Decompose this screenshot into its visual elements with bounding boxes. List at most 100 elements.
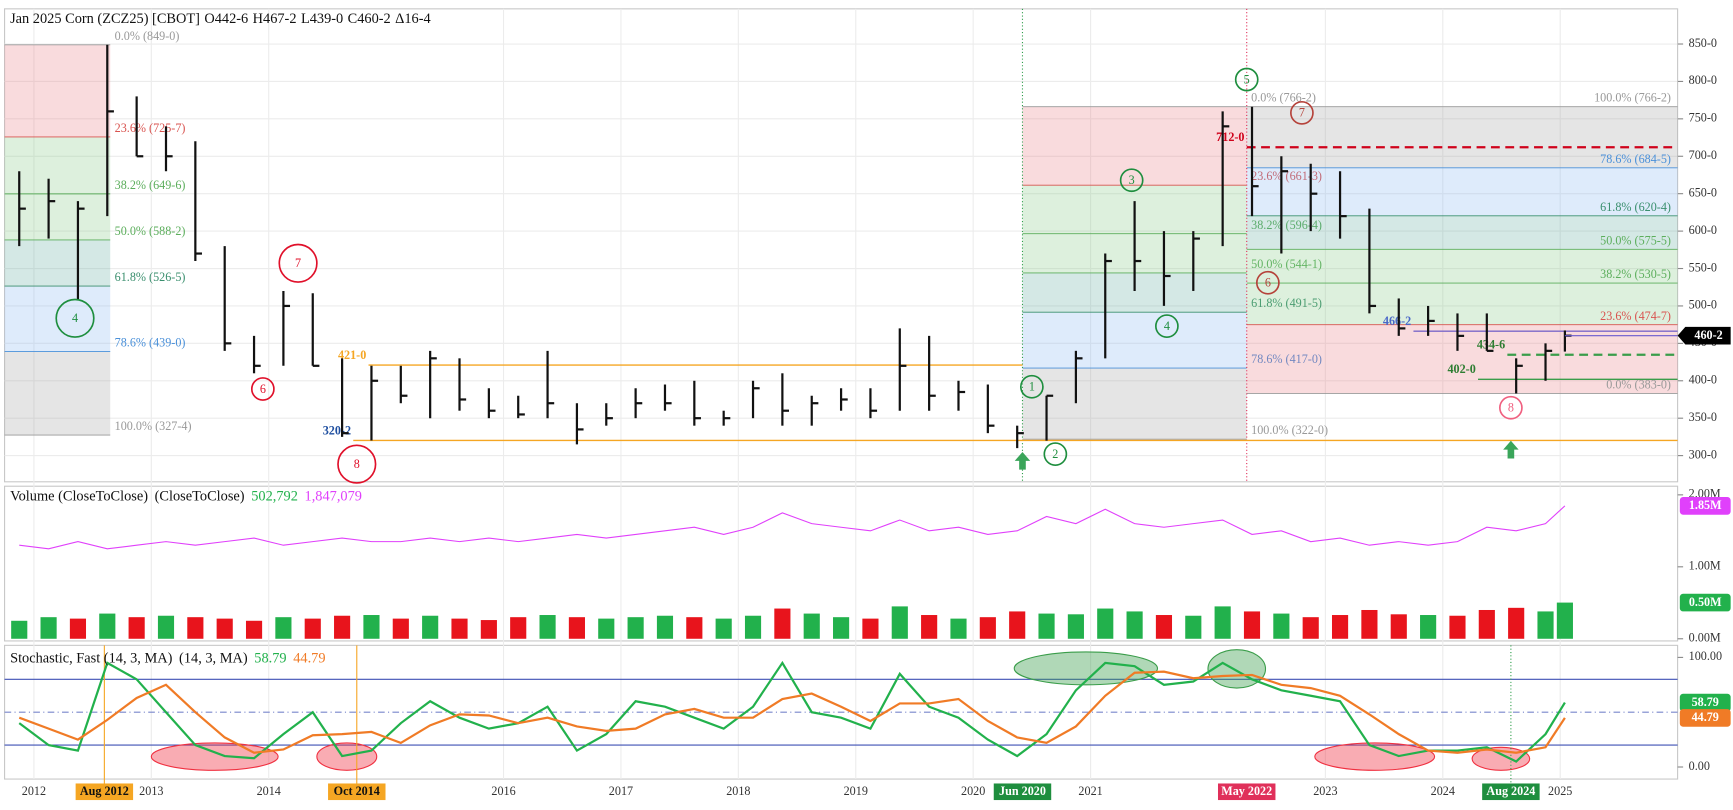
fib-label: 78.6% (684-5) bbox=[1600, 152, 1671, 166]
fib-label: 38.2% (530-5) bbox=[1600, 267, 1671, 281]
volume-bar bbox=[950, 618, 967, 639]
date-badge bbox=[75, 783, 134, 801]
date-label: Aug 2012 bbox=[80, 784, 129, 798]
date-label: Jun 2020 bbox=[999, 784, 1046, 798]
volume-bar bbox=[128, 617, 145, 639]
fib-label: 78.6% (439-0) bbox=[115, 336, 186, 350]
value-badge bbox=[1679, 693, 1731, 712]
x-tick-label: 2023 bbox=[1313, 784, 1337, 798]
panel-subtitle: (14, 3, MA) bbox=[179, 651, 248, 667]
fib-label: 61.8% (526-5) bbox=[115, 270, 186, 284]
fib-zone bbox=[1022, 106, 1247, 186]
panel-title-text: Stochastic, Fast (14, 3, MA) bbox=[10, 651, 173, 667]
level-label: 712-0 bbox=[1216, 130, 1244, 144]
wave-marker bbox=[1234, 67, 1259, 92]
fib-label: 100.0% (327-4) bbox=[115, 419, 192, 433]
value-badge-label: 1.85M bbox=[1689, 498, 1722, 512]
x-tick-label: 2025 bbox=[1548, 784, 1572, 798]
volume-bar bbox=[1155, 615, 1173, 639]
fib-zone bbox=[1246, 215, 1678, 250]
fib-label: 23.6% (725-7) bbox=[115, 121, 186, 135]
x-tick-label: 2014 bbox=[257, 784, 281, 798]
date-badge bbox=[993, 783, 1052, 801]
volume-bar bbox=[627, 617, 644, 639]
x-tick-label: 2013 bbox=[139, 784, 163, 798]
signal-arrow bbox=[1014, 452, 1031, 470]
wave-label: 6 bbox=[1265, 276, 1271, 290]
x-tick-label: 2012 bbox=[22, 784, 46, 798]
volume-bar bbox=[1556, 602, 1573, 639]
volume-bar bbox=[979, 617, 996, 639]
fib-label: 23.6% (661-3) bbox=[1251, 169, 1322, 183]
y-tick-label: 100.00 bbox=[1689, 649, 1722, 663]
fib-zone bbox=[1022, 312, 1247, 369]
fib-label: 50.0% (575-5) bbox=[1600, 233, 1671, 247]
highlight bbox=[316, 742, 378, 771]
x-tick-label: 2019 bbox=[844, 784, 868, 798]
x-tick-label: 2020 bbox=[961, 784, 985, 798]
legend-value: 502,792 bbox=[251, 489, 298, 505]
open-interest-line bbox=[19, 505, 1566, 550]
y-tick-label: 300-0 bbox=[1689, 447, 1717, 461]
fib-label: 50.0% (588-2) bbox=[115, 224, 186, 238]
fib-label: 61.8% (620-4) bbox=[1600, 200, 1671, 214]
ohlc-value: L439-0 bbox=[301, 11, 343, 27]
volume-bar bbox=[744, 615, 762, 639]
fib-label: 0.0% (383-0) bbox=[1606, 378, 1671, 392]
fib-zone bbox=[1246, 167, 1678, 216]
ohlc-value: O442-6 bbox=[204, 11, 248, 27]
level-label: 402-0 bbox=[1447, 362, 1475, 376]
wave-label: 8 bbox=[1508, 401, 1514, 415]
volume-bar bbox=[157, 615, 175, 639]
volume-bar bbox=[1361, 609, 1378, 639]
y-tick-label: 1.00M bbox=[1689, 559, 1721, 573]
volume-bar bbox=[245, 620, 263, 639]
date-label: May 2022 bbox=[1221, 784, 1272, 798]
y-tick-label: 700-0 bbox=[1689, 148, 1717, 162]
date-label: Oct 2014 bbox=[334, 784, 380, 798]
volume-bar bbox=[392, 618, 409, 639]
volume-bar bbox=[1537, 611, 1554, 639]
volume-bar bbox=[40, 617, 57, 639]
fib-zone bbox=[4, 351, 111, 436]
fib-zone bbox=[4, 44, 111, 137]
fib-zone bbox=[4, 136, 111, 194]
volume-bar bbox=[1390, 614, 1407, 639]
volume-bar bbox=[1185, 615, 1202, 639]
wave-marker bbox=[1499, 395, 1523, 420]
volume-bar bbox=[1126, 611, 1143, 639]
volume-bar bbox=[921, 615, 938, 639]
x-tick-label: 2017 bbox=[609, 784, 633, 798]
wave-label: 5 bbox=[1244, 72, 1250, 86]
highlight bbox=[1207, 649, 1267, 689]
volume-bar bbox=[1243, 611, 1261, 639]
wave-marker bbox=[1119, 168, 1144, 193]
highlight bbox=[150, 742, 279, 771]
signal-arrow bbox=[1503, 440, 1519, 459]
fib-zone bbox=[4, 239, 111, 287]
volume-bar bbox=[99, 613, 116, 639]
value-badge bbox=[1679, 593, 1731, 612]
y-tick-label: 600-0 bbox=[1689, 223, 1717, 237]
panel-frame bbox=[4, 485, 1679, 642]
x-tick-label: 2021 bbox=[1078, 784, 1102, 798]
fib-label: 78.6% (417-0) bbox=[1251, 352, 1322, 366]
volume-bar bbox=[891, 606, 908, 639]
fib-label: 0.0% (849-0) bbox=[115, 29, 180, 43]
volume-bar bbox=[686, 617, 703, 639]
value-badge-label: 460-2 bbox=[1694, 328, 1722, 342]
volume-bar bbox=[1273, 613, 1290, 639]
wave-label: 7 bbox=[295, 256, 301, 270]
wave-marker bbox=[278, 243, 318, 283]
y-tick-label: 750-0 bbox=[1689, 111, 1717, 125]
volume-bar bbox=[803, 613, 820, 639]
stochastic-line bbox=[18, 670, 1566, 754]
date-badge bbox=[1217, 783, 1276, 801]
wave-marker bbox=[1290, 100, 1314, 125]
volume-bar bbox=[1214, 606, 1231, 639]
wave-label: 2 bbox=[1052, 447, 1058, 461]
volume-bar bbox=[1009, 611, 1026, 639]
wave-label: 8 bbox=[354, 457, 360, 471]
ohlc-value: H467-2 bbox=[253, 11, 297, 27]
volume-bar bbox=[862, 618, 879, 639]
